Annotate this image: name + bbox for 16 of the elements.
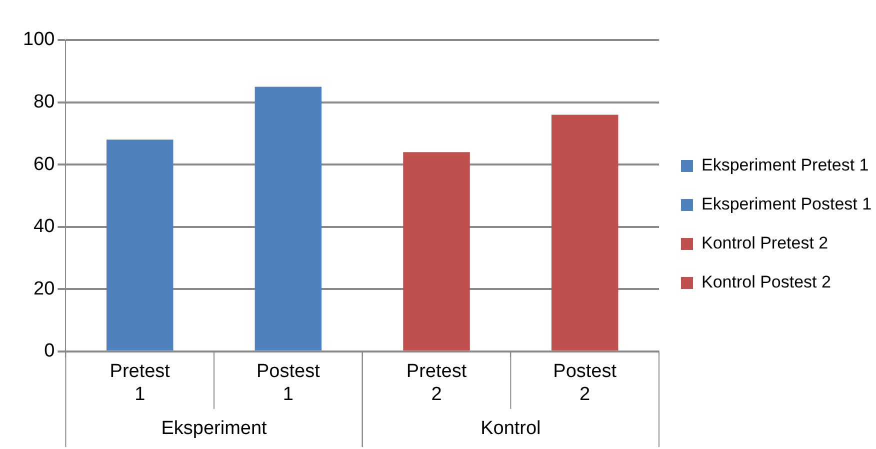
legend-label: Eksperiment Pretest 1 [702,156,869,175]
text: Eksperiment [161,418,268,440]
x-tick-label: Postest 1 [256,361,321,405]
y-tick-label: 0 [44,340,55,362]
x-tick-label: Pretest 2 [406,361,468,405]
y-tick-label: 100 [23,29,55,50]
y-tick-label: 80 [34,92,55,113]
legend-label: Kontrol Pretest 2 [702,234,828,253]
y-tick-label: 60 [34,154,55,175]
text: Kontrol [480,418,541,440]
legend-label: Eksperiment Postest 1 [702,194,872,214]
y-tick-label: 40 [34,216,55,238]
x-tick-label: Pretest 1 [110,361,171,405]
y-tick-label: 20 [34,278,55,300]
legend-label: Kontrol Postest 2 [702,272,831,292]
x-tick-label: Postest 2 [553,361,618,405]
